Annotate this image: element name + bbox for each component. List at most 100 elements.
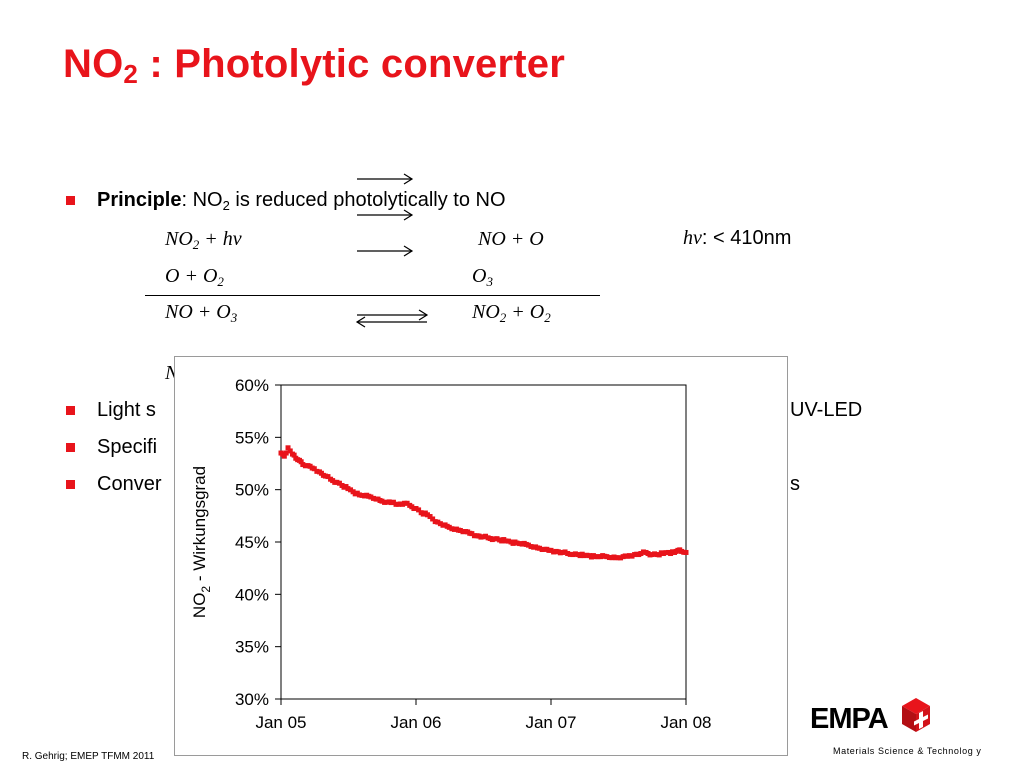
- data-point: [491, 536, 497, 542]
- data-point-dense: [382, 499, 388, 505]
- data-point-dense: [517, 541, 523, 547]
- data-point-dense: [359, 492, 365, 498]
- data-point: [638, 551, 644, 557]
- data-point: [565, 551, 571, 557]
- data-point: [322, 473, 328, 479]
- data-point: [525, 542, 531, 548]
- bullet-light-source: Light s: [97, 399, 156, 421]
- data-point-dense: [416, 507, 422, 513]
- data-point: [345, 486, 351, 492]
- equation-2-rhs: O3: [472, 265, 493, 289]
- data-point-dense: [652, 551, 658, 557]
- data-point-dense: [427, 514, 433, 520]
- equation-3-rhs: NO2 + O2: [472, 301, 551, 325]
- data-point: [390, 499, 396, 505]
- data-point-dense: [494, 536, 500, 542]
- bullet-conversion-tail: s: [790, 473, 800, 495]
- bullet-specificity: Specifi: [97, 436, 158, 458]
- data-point: [285, 445, 291, 451]
- data-point-dense: [528, 544, 534, 550]
- data-point: [514, 540, 520, 546]
- bullet-light-source-tail: UV-LED: [790, 399, 863, 421]
- data-point: [356, 492, 362, 498]
- data-point: [402, 500, 408, 506]
- data-point-dense: [562, 549, 568, 555]
- data-point: [334, 479, 340, 485]
- data-point: [435, 519, 441, 525]
- data-point-dense: [291, 452, 297, 458]
- data-point-dense: [298, 459, 304, 465]
- bullet-principle-label: Principle: [97, 189, 182, 211]
- y-tick-label: 40%: [235, 585, 269, 604]
- data-point: [615, 555, 621, 561]
- equation-1-rhs: NO + O: [478, 228, 544, 250]
- data-point: [368, 494, 374, 500]
- data-point: [469, 531, 475, 537]
- x-tick-label: Jan 06: [390, 713, 441, 732]
- footer-author: R. Gehrig; EMEP TFMM 2011: [22, 751, 155, 762]
- hv-wavelength-note: hv: < 410nm: [683, 227, 792, 249]
- data-point-dense: [283, 450, 289, 456]
- plot-area: [280, 384, 687, 700]
- data-point: [424, 512, 430, 518]
- data-point: [559, 549, 565, 555]
- slide-title: NO2 : Photolytic converter: [63, 42, 565, 89]
- data-point-dense: [432, 519, 438, 525]
- equation-3-lhs: NO + O3: [165, 301, 238, 325]
- data-point: [604, 554, 610, 560]
- data-point-dense: [539, 547, 545, 553]
- y-axis-label: NO2 - Wirkungsgrad: [190, 466, 213, 618]
- efficiency-chart: 30% 35% 40% 45% 50% 55% 60% Jan 05 Jan 06 Jan 07…: [174, 356, 788, 756]
- data-point-dense: [404, 500, 410, 506]
- data-point-dense: [287, 448, 293, 454]
- y-tick-label: 35%: [235, 638, 269, 657]
- x-tick-label: Jan 07: [525, 713, 576, 732]
- footer-institution: Materials Science & Technolog y: [833, 746, 982, 756]
- y-tick-label: 55%: [235, 428, 269, 447]
- data-point: [281, 453, 287, 459]
- data-point-dense: [471, 533, 477, 539]
- x-tick-label: Jan 05: [255, 713, 306, 732]
- data-point-dense: [663, 550, 669, 556]
- chart-svg: 30% 35% 40% 45% 50% 55% 60% Jan 05 Jan 06 Jan 07…: [190, 376, 712, 732]
- data-point-dense: [567, 551, 573, 557]
- data-point-dense: [336, 480, 342, 486]
- data-point: [626, 553, 632, 559]
- bullet-conversion: Conver: [97, 473, 162, 495]
- bullet-marker: [66, 196, 75, 205]
- data-point: [457, 527, 463, 533]
- data-point-dense: [629, 553, 635, 559]
- data-point: [683, 549, 689, 555]
- data-point-dense: [551, 549, 557, 555]
- empa-logo-cube: [902, 698, 930, 732]
- data-point-dense: [437, 521, 443, 527]
- x-tick-label: Jan 08: [660, 713, 711, 732]
- empa-logo: EMPA: [810, 698, 930, 735]
- data-point: [480, 534, 486, 540]
- data-point: [413, 506, 419, 512]
- data-point: [379, 498, 385, 504]
- y-tick-label: 30%: [235, 690, 269, 709]
- data-point-dense: [325, 474, 331, 480]
- y-tick-label: 60%: [235, 376, 269, 395]
- empa-logo-text: EMPA: [810, 703, 889, 735]
- data-point: [581, 553, 587, 559]
- data-point-dense: [595, 554, 601, 560]
- data-point-dense: [618, 555, 624, 561]
- data-point-dense: [483, 533, 489, 539]
- data-point: [430, 516, 436, 522]
- bullet-marker: [66, 480, 75, 489]
- y-tick-label: 45%: [235, 533, 269, 552]
- arrow-equilibrium: [355, 309, 429, 328]
- data-point: [548, 547, 554, 553]
- data-point: [649, 552, 655, 558]
- data-point-dense: [348, 487, 354, 493]
- data-point-dense: [370, 495, 376, 501]
- data-point-dense: [572, 551, 578, 557]
- data-point-dense: [460, 529, 466, 535]
- data-point-dense: [302, 463, 308, 469]
- y-tick-label: 50%: [235, 481, 269, 500]
- equation-2-lhs: O + O2: [165, 265, 224, 289]
- equation-1-lhs: NO2 + hv: [165, 228, 242, 252]
- data-point: [446, 524, 452, 530]
